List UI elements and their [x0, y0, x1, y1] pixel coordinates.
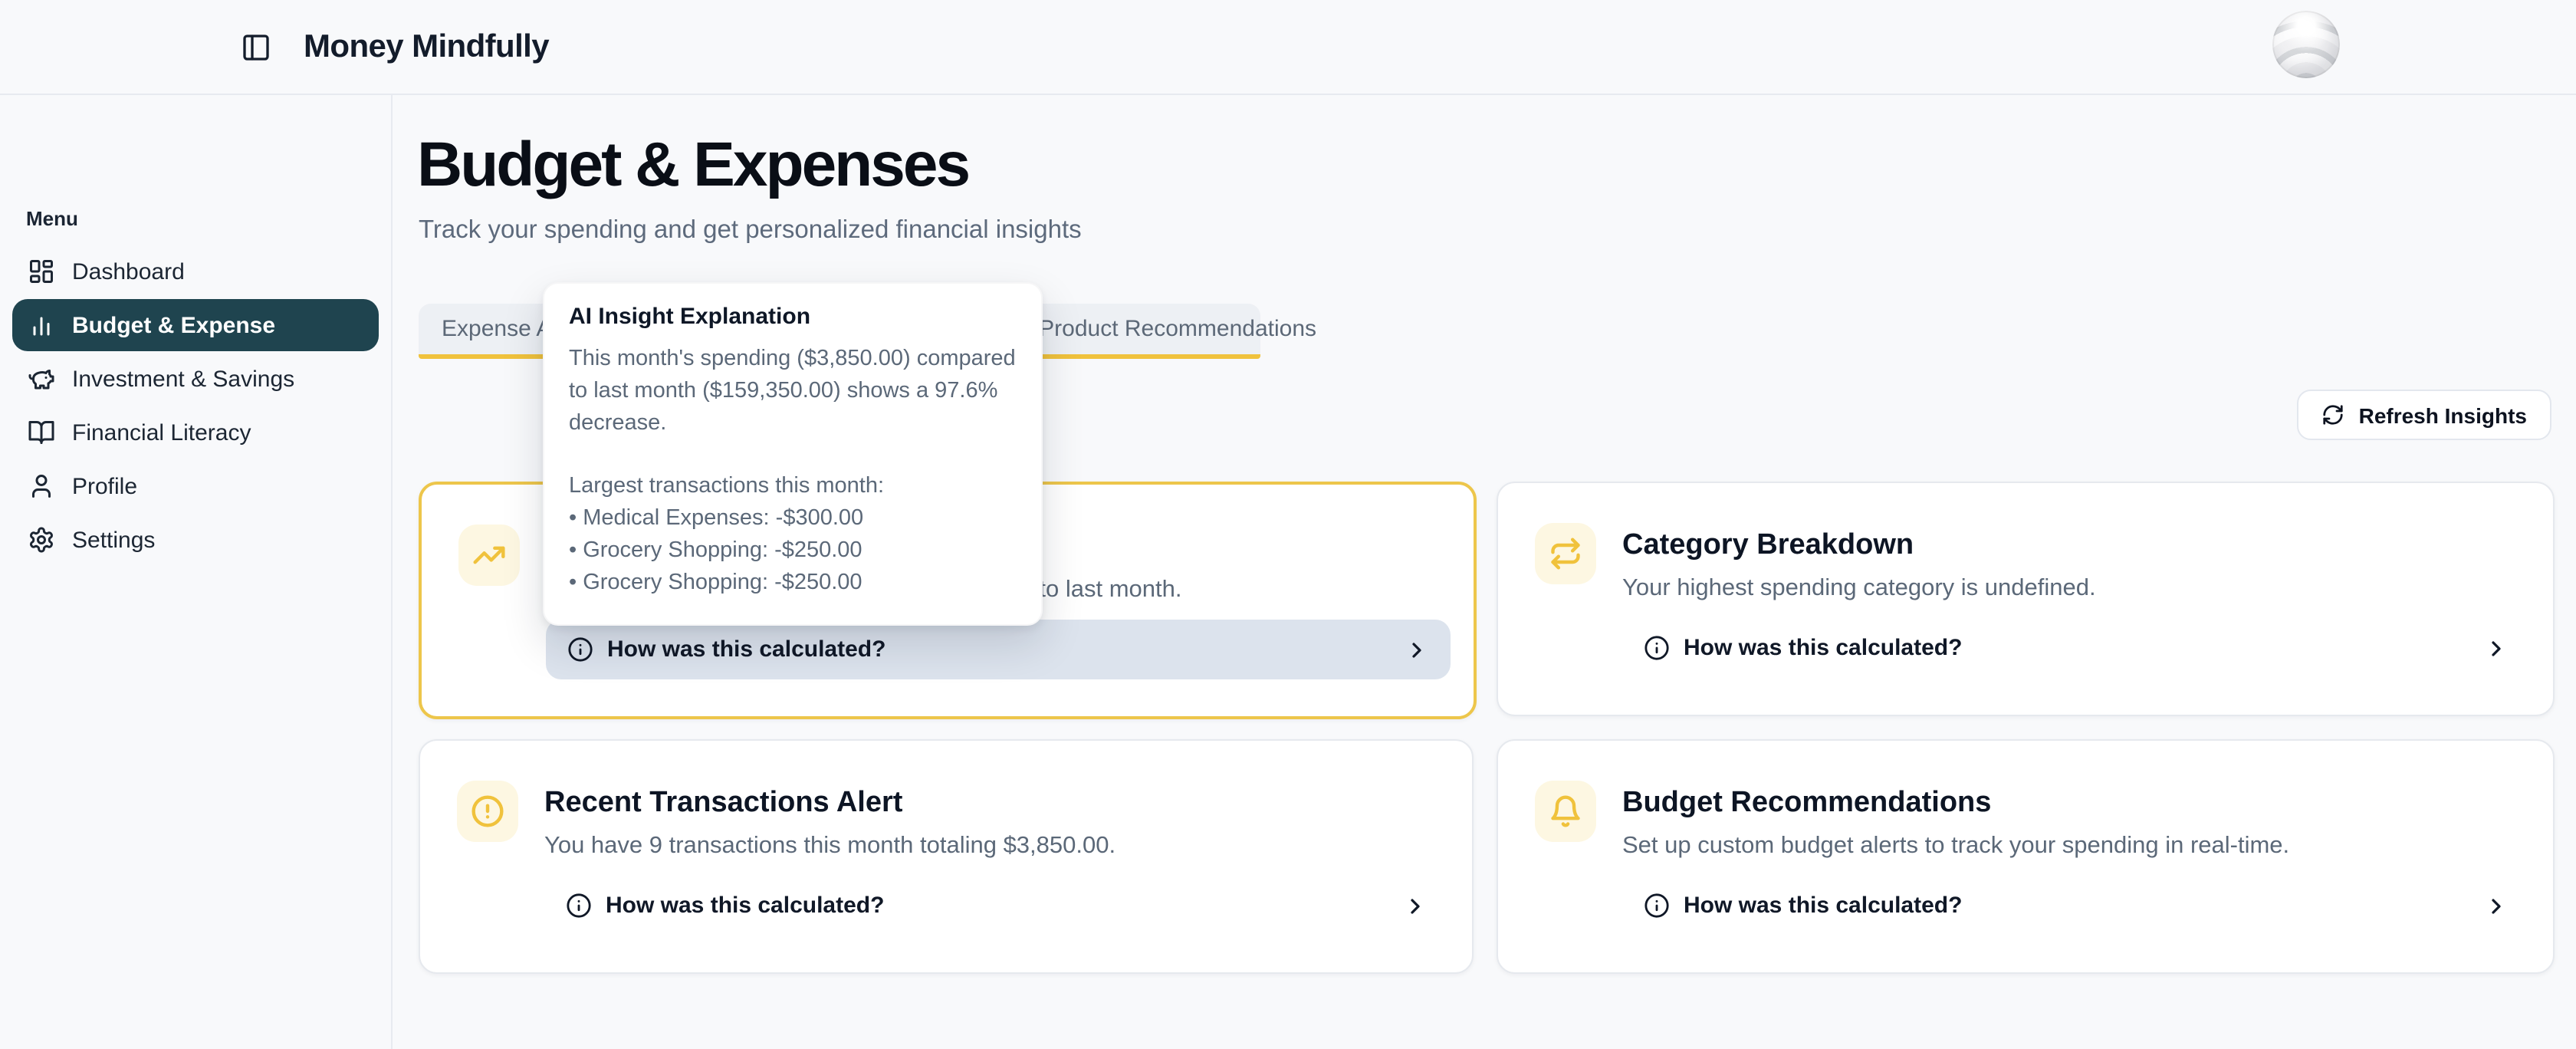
category-breakdown-card: Category Breakdown Your highest spending…: [1497, 482, 2555, 716]
refresh-cw-icon: [2323, 405, 2344, 425]
sidebar-item-label: Budget & Expense: [72, 312, 276, 338]
tooltip-transaction-item: • Grocery Shopping: -$250.00: [569, 538, 863, 563]
info-icon: [567, 893, 591, 918]
how-calculated-row[interactable]: How was this calculated?: [1622, 618, 2530, 678]
tooltip-transaction-item: • Medical Expenses: -$300.00: [569, 506, 864, 531]
chevron-right-icon: [2492, 898, 2501, 913]
budget-recommendations-card: Budget Recommendations Set up custom bud…: [1497, 739, 2555, 974]
sidebar-item-investment-savings[interactable]: Investment & Savings: [12, 353, 379, 405]
page-title: Budget & Expenses: [417, 129, 971, 199]
card-description: You have 9 transactions this month total…: [544, 833, 1116, 859]
sidebar-item-label: Profile: [72, 473, 138, 499]
sidebar-item-label: Settings: [72, 527, 156, 553]
sidebar-nav: Dashboard Budget & Expense Investment & …: [12, 245, 379, 566]
card-icon-box: [458, 524, 520, 586]
bar-chart-icon: [33, 317, 50, 336]
sidebar-item-label: Investment & Savings: [72, 366, 295, 392]
tab-product-recommendations[interactable]: Product Recommendations: [1039, 316, 1317, 342]
card-description: Your highest spending category is undefi…: [1622, 575, 2096, 601]
sidebar-item-label: Dashboard: [72, 258, 185, 284]
info-icon: [568, 637, 593, 662]
sidebar-toggle-button[interactable]: [241, 32, 271, 63]
how-calculated-label: How was this calculated?: [1684, 635, 1963, 661]
tooltip-summary: This month's spending ($3,850.00) compar…: [569, 347, 1016, 436]
panel-left-icon: [243, 35, 269, 61]
tooltip-transaction-item: • Grocery Shopping: -$250.00: [569, 571, 863, 595]
how-calculated-row[interactable]: How was this calculated?: [544, 876, 1449, 936]
how-calculated-row[interactable]: How was this calculated?: [1622, 876, 2530, 936]
piggy-bank-icon: [28, 370, 54, 390]
ai-insight-tooltip: AI Insight Explanation This month's spen…: [543, 282, 1043, 626]
repeat-icon: [1551, 538, 1580, 570]
chevron-right-icon: [1412, 642, 1421, 657]
card-title: Category Breakdown: [1622, 529, 1914, 561]
app-title: Money Mindfully: [304, 28, 550, 64]
sidebar-menu-label: Menu: [26, 207, 78, 230]
user-icon: [32, 475, 51, 498]
sidebar-item-budget-expense[interactable]: Budget & Expense: [12, 299, 379, 351]
dashboard-grid-icon: [30, 260, 53, 283]
top-header: Money Mindfully: [0, 0, 2576, 95]
gear-icon: [30, 527, 53, 553]
sidebar-item-financial-literacy[interactable]: Financial Literacy: [12, 406, 379, 459]
bell-icon: [1551, 795, 1580, 827]
how-calculated-label: How was this calculated?: [1684, 893, 1963, 919]
alert-circle-icon: [472, 795, 504, 827]
tooltip-title: AI Insight Explanation: [569, 304, 811, 330]
sidebar-item-dashboard[interactable]: Dashboard: [12, 245, 379, 298]
chevron-right-icon: [2492, 640, 2501, 656]
how-calculated-label: How was this calculated?: [607, 636, 886, 663]
book-open-icon: [28, 421, 54, 444]
trending-up-icon: [473, 546, 505, 564]
chevron-right-icon: [1411, 898, 1420, 913]
card-icon-box: [1535, 523, 1596, 584]
card-description: Set up custom budget alerts to track you…: [1622, 833, 2290, 859]
card-icon-box: [457, 781, 518, 842]
sidebar-item-profile[interactable]: Profile: [12, 460, 379, 512]
sidebar: Menu Dashboard Budget & Expense Investme…: [0, 94, 393, 1049]
card-title: Budget Recommendations: [1622, 787, 1992, 819]
card-icon-box: [1535, 781, 1596, 842]
recent-transactions-card: Recent Transactions Alert You have 9 tra…: [419, 739, 1474, 974]
sidebar-item-settings[interactable]: Settings: [12, 514, 379, 566]
tooltip-transactions-heading: Largest transactions this month:: [569, 474, 885, 498]
page-subtitle: Track your spending and get personalized…: [419, 216, 1082, 244]
tooltip-spacer: [569, 440, 1017, 471]
card-title: Recent Transactions Alert: [544, 787, 903, 819]
how-calculated-row[interactable]: How was this calculated?: [546, 620, 1451, 679]
how-calculated-label: How was this calculated?: [606, 893, 885, 919]
info-icon: [1644, 636, 1669, 660]
refresh-insights-button[interactable]: Refresh Insights: [2297, 390, 2551, 440]
info-icon: [1644, 893, 1669, 918]
refresh-insights-label: Refresh Insights: [2358, 403, 2527, 427]
sidebar-item-label: Financial Literacy: [72, 419, 251, 446]
user-avatar[interactable]: [2272, 11, 2340, 78]
